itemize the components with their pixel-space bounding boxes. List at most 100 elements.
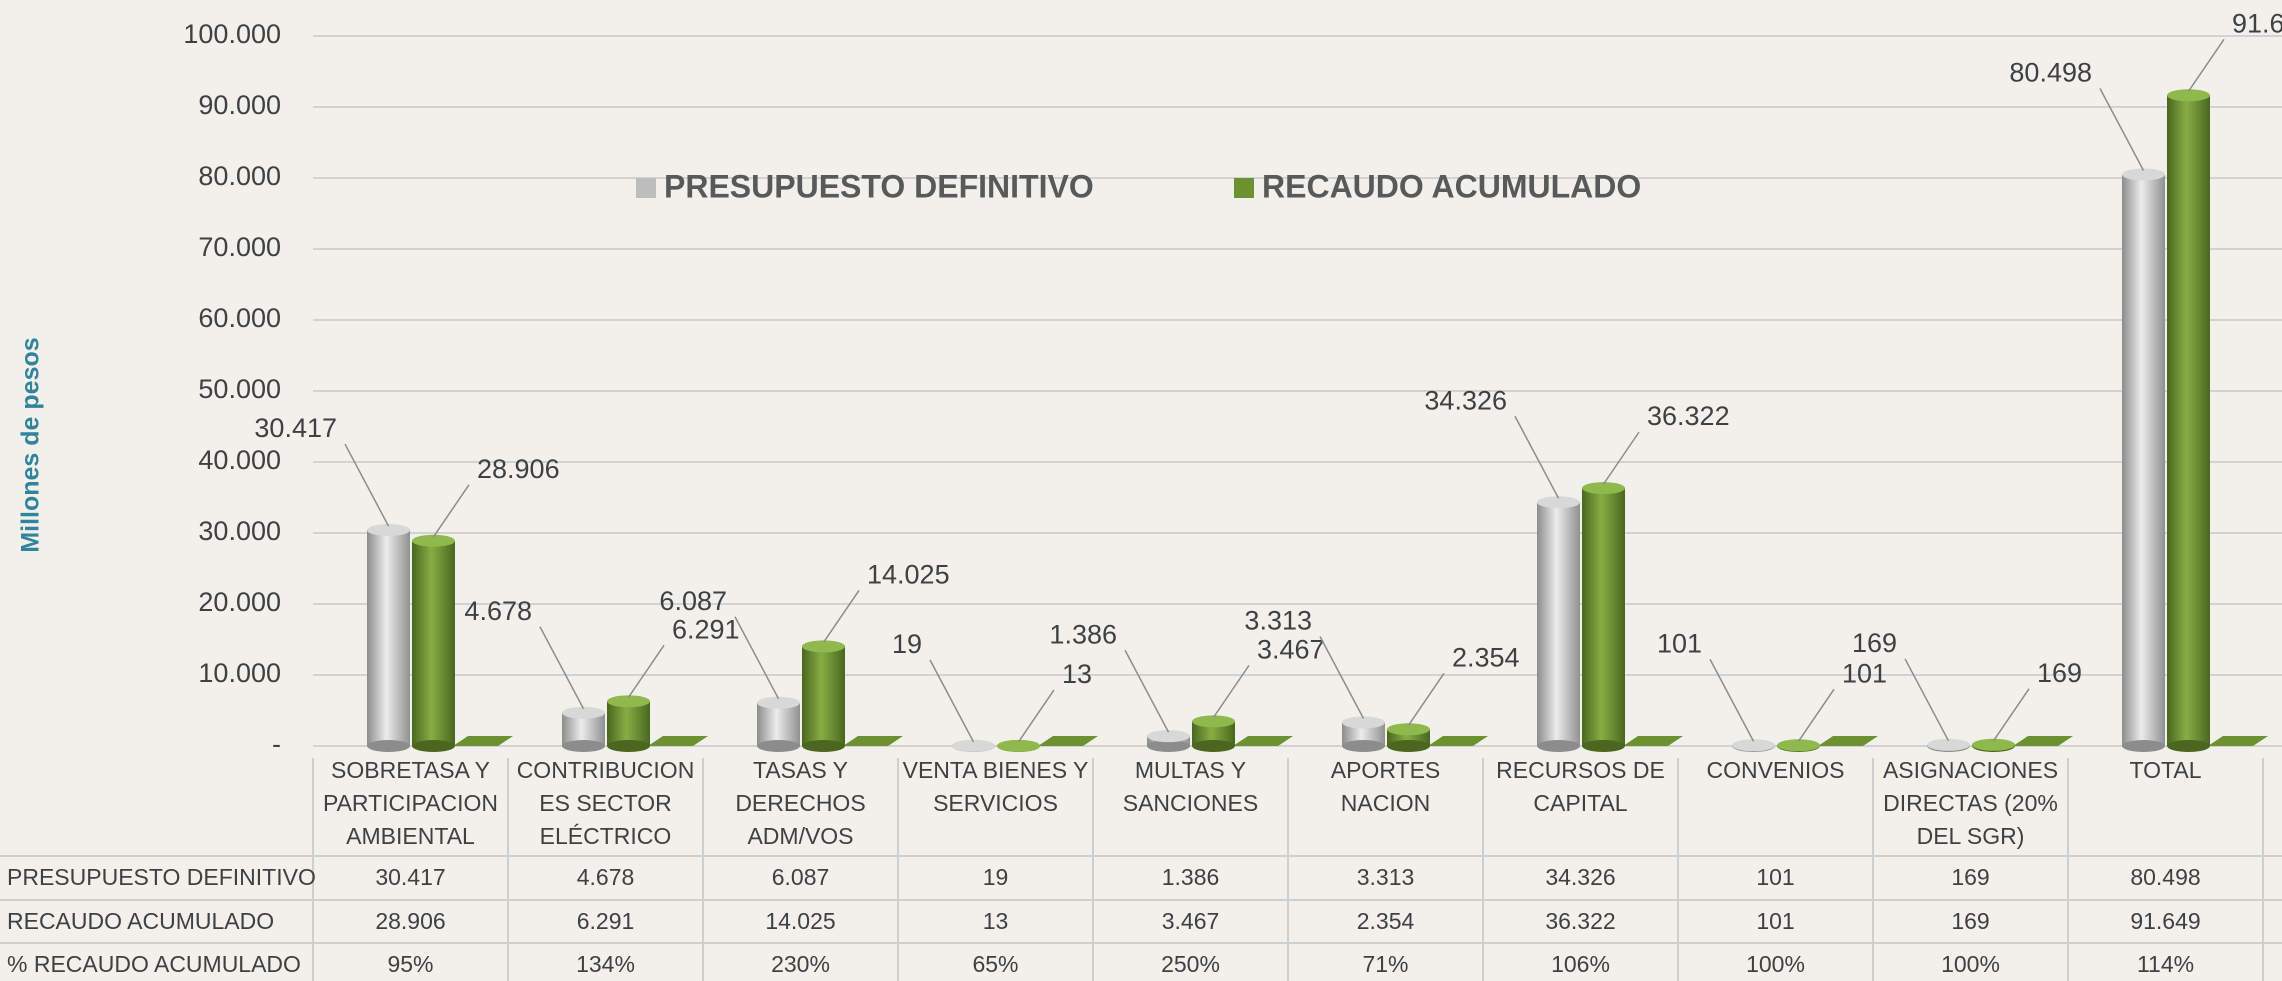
- legend-label: PRESUPUESTO DEFINITIVO: [664, 168, 1094, 204]
- bar-top: [367, 524, 410, 537]
- value-label: 30.417: [254, 413, 337, 443]
- value-label: 34.326: [1424, 385, 1507, 415]
- legend-swatch: [636, 178, 656, 198]
- bar-base: [2122, 740, 2165, 752]
- table-cell: 6.087: [771, 864, 830, 890]
- leader-line: [929, 659, 975, 743]
- leader-line: [1514, 415, 1560, 499]
- bar-top: [802, 640, 845, 653]
- x-tick-label: SOBRETASA Y PARTICIPACION AMBIENTAL: [322, 757, 499, 849]
- bar-base: [802, 740, 845, 752]
- floor: [1623, 736, 1683, 746]
- x-tick-label: CONVENIOS: [1706, 757, 1845, 783]
- bar-base: [367, 740, 410, 752]
- bar-top: [1777, 739, 1820, 752]
- legend-swatch: [1234, 178, 1254, 198]
- floor: [1233, 736, 1293, 746]
- bar-top: [1342, 716, 1385, 729]
- y-tick-label: 60.000: [198, 303, 281, 333]
- floor: [648, 736, 708, 746]
- table-cell: 14.025: [765, 908, 836, 934]
- value-label: 169: [2037, 658, 2082, 688]
- x-tick-label: MULTAS Y SANCIONES: [1122, 757, 1259, 816]
- bar-base: [2167, 740, 2210, 752]
- bar: [1537, 502, 1580, 746]
- bar-base: [412, 740, 455, 752]
- value-label: 169: [1852, 628, 1897, 658]
- floor: [1428, 736, 1488, 746]
- leader-line: [1709, 658, 1755, 742]
- leader-line: [822, 589, 860, 643]
- y-tick-label: 70.000: [198, 232, 281, 262]
- leader-line: [539, 626, 585, 710]
- y-tick-label: 50.000: [198, 374, 281, 404]
- value-label: 1.386: [1049, 619, 1117, 649]
- leader-line: [1797, 688, 1835, 742]
- table-cell: 101: [1756, 864, 1795, 890]
- table-cell: 30.417: [375, 864, 446, 890]
- table-cell: 36.322: [1545, 908, 1616, 934]
- table-cell: 6.291: [576, 908, 635, 934]
- y-axis-title: Millones de pesos: [17, 337, 45, 552]
- bar: [412, 540, 455, 746]
- bar-base: [1537, 740, 1580, 752]
- value-label: 28.906: [477, 454, 560, 484]
- legend-label: RECAUDO ACUMULADO: [1262, 168, 1641, 204]
- value-label: 6.291: [672, 614, 740, 644]
- bar-top: [757, 696, 800, 709]
- bar-top: [2122, 168, 2165, 181]
- leader-line: [1904, 658, 1950, 742]
- floor: [1818, 736, 1878, 746]
- value-label: 19: [892, 629, 922, 659]
- y-tick-label: 80.000: [198, 161, 281, 191]
- leader-line: [1602, 431, 1640, 485]
- table-cell: 3.313: [1356, 864, 1415, 890]
- table-cell: 250%: [1161, 951, 1220, 977]
- x-tick-label: ASIGNACIONES DIRECTAS (20% DEL SGR): [1882, 757, 2059, 849]
- value-label: 80.498: [2009, 58, 2092, 88]
- bar-top: [562, 706, 605, 719]
- x-tick-label: TASAS Y DERECHOS ADM/VOS: [735, 757, 866, 849]
- leader-line: [1319, 636, 1365, 719]
- bar-base: [1192, 740, 1235, 752]
- value-label: 3.313: [1244, 606, 1312, 636]
- floor: [453, 736, 513, 746]
- bar: [2122, 174, 2165, 746]
- bar-base: [1387, 740, 1430, 752]
- bar: [2167, 95, 2210, 746]
- leader-line: [1017, 689, 1055, 743]
- bar-base: [1342, 740, 1385, 752]
- table-cell: 28.906: [375, 908, 446, 934]
- floor: [1038, 736, 1098, 746]
- leader-line: [344, 443, 390, 527]
- bar: [757, 702, 800, 746]
- leader-line: [1212, 664, 1250, 718]
- y-tick-label: 100.000: [183, 19, 281, 49]
- floor: [2013, 736, 2073, 746]
- table-cell: 91.649: [2130, 908, 2201, 934]
- value-label: 6.087: [659, 586, 727, 616]
- bar: [367, 530, 410, 746]
- value-label: 101: [1842, 658, 1887, 688]
- table-cell: 1.386: [1161, 864, 1220, 890]
- table-cell: 4.678: [576, 864, 635, 890]
- bar-base: [1582, 740, 1625, 752]
- x-tick-label: APORTES NACION: [1330, 757, 1441, 816]
- bar-top: [1387, 723, 1430, 736]
- bar: [607, 701, 650, 746]
- y-tick-label: 10.000: [198, 658, 281, 688]
- leader-line: [2187, 38, 2225, 92]
- value-label: 3.467: [1257, 635, 1325, 665]
- leader-line: [627, 644, 665, 698]
- floor: [843, 736, 903, 746]
- table-cell: 169: [1951, 908, 1990, 934]
- bar-top: [1732, 739, 1775, 752]
- table-cell: 100%: [1941, 951, 2000, 977]
- bar-top: [1972, 738, 2015, 751]
- table-cell: 100%: [1746, 951, 1805, 977]
- x-tick-label: TOTAL: [2129, 757, 2202, 783]
- table-cell: 34.326: [1545, 864, 1616, 890]
- bar-base: [1147, 740, 1190, 752]
- table-cell: 19: [982, 864, 1009, 890]
